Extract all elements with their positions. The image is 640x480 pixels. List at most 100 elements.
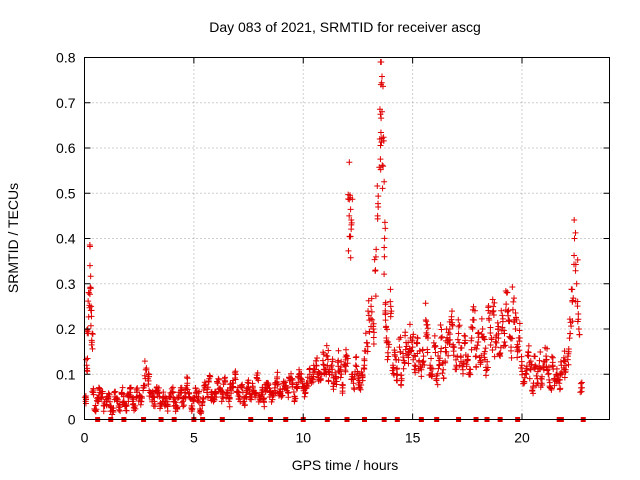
data-point xyxy=(524,352,531,359)
data-point xyxy=(387,286,394,293)
data-point xyxy=(490,311,497,318)
data-point xyxy=(309,376,316,383)
data-point xyxy=(428,365,435,372)
data-point xyxy=(335,347,342,354)
data-point xyxy=(156,390,163,397)
data-point xyxy=(549,354,556,361)
data-point xyxy=(337,374,344,381)
data-point xyxy=(141,358,148,365)
data-point xyxy=(565,361,572,368)
data-point xyxy=(277,390,284,397)
data-point xyxy=(518,364,525,371)
data-point xyxy=(381,244,388,251)
data-point xyxy=(561,366,568,373)
data-point xyxy=(561,348,568,355)
data-point xyxy=(501,330,508,337)
data-point xyxy=(110,409,117,416)
data-point xyxy=(336,368,343,375)
data-point xyxy=(235,395,242,402)
data-point xyxy=(348,217,355,224)
data-point xyxy=(339,390,346,397)
grid xyxy=(84,57,610,420)
data-point xyxy=(298,371,305,378)
data-point xyxy=(364,348,371,355)
data-point xyxy=(112,388,119,395)
data-point xyxy=(145,377,152,384)
data-point xyxy=(368,303,375,310)
data-point xyxy=(210,395,217,402)
data-point xyxy=(526,375,533,382)
data-point xyxy=(438,345,445,352)
data-point xyxy=(438,335,445,342)
data-point xyxy=(577,380,584,387)
x-tick-label: 15 xyxy=(405,430,421,446)
data-point xyxy=(358,369,365,376)
data-point xyxy=(492,344,499,351)
data-point xyxy=(470,303,477,310)
data-point xyxy=(508,354,515,361)
data-point xyxy=(446,340,453,347)
data-point xyxy=(459,370,466,377)
data-point xyxy=(167,394,174,401)
data-point xyxy=(405,339,412,346)
data-point xyxy=(320,361,327,368)
data-point xyxy=(527,358,534,365)
x-tick-label: 5 xyxy=(190,430,198,446)
data-point xyxy=(519,368,526,375)
data-point xyxy=(387,303,394,310)
data-point xyxy=(369,316,376,323)
data-point xyxy=(89,345,96,352)
data-point xyxy=(366,328,373,335)
data-point xyxy=(468,337,475,344)
data-point xyxy=(385,344,392,351)
data-point xyxy=(514,354,521,361)
y-tick-label: 0.2 xyxy=(56,321,76,337)
data-point xyxy=(189,405,196,412)
data-point xyxy=(406,345,413,352)
data-point xyxy=(86,291,93,298)
data-point xyxy=(154,393,161,400)
data-point xyxy=(375,193,382,200)
data-point xyxy=(551,382,558,389)
data-point xyxy=(258,393,265,400)
data-point xyxy=(542,344,549,351)
data-point xyxy=(468,346,475,353)
data-point xyxy=(150,402,157,409)
data-point xyxy=(265,382,272,389)
data-point xyxy=(133,386,140,393)
data-point xyxy=(381,178,388,185)
data-point xyxy=(379,83,386,90)
data-point xyxy=(379,162,386,169)
data-point xyxy=(505,312,512,319)
data-point xyxy=(505,307,512,314)
data-point xyxy=(226,403,233,410)
data-point xyxy=(565,350,572,357)
data-point xyxy=(119,384,126,391)
data-point xyxy=(457,354,464,361)
data-point xyxy=(525,349,532,356)
data-point xyxy=(98,394,105,401)
data-point xyxy=(91,405,98,412)
data-point xyxy=(405,360,412,367)
data-point xyxy=(381,219,388,226)
data-point xyxy=(571,252,578,259)
data-point xyxy=(499,318,506,325)
data-point xyxy=(387,298,394,305)
data-point xyxy=(100,408,107,415)
data-point xyxy=(253,374,260,381)
data-point xyxy=(92,408,99,415)
data-point xyxy=(434,381,441,388)
data-point xyxy=(325,369,332,376)
data-point xyxy=(204,386,211,393)
data-point xyxy=(261,399,268,406)
y-tick-label: 0.7 xyxy=(56,95,76,111)
data-point xyxy=(154,387,161,394)
data-point xyxy=(324,353,331,360)
data-point xyxy=(343,352,350,359)
data-point xyxy=(126,384,133,391)
x-tick-label: 20 xyxy=(514,430,530,446)
data-point xyxy=(342,368,349,375)
data-point xyxy=(439,333,446,340)
data-point xyxy=(452,356,459,363)
data-point xyxy=(215,376,222,383)
